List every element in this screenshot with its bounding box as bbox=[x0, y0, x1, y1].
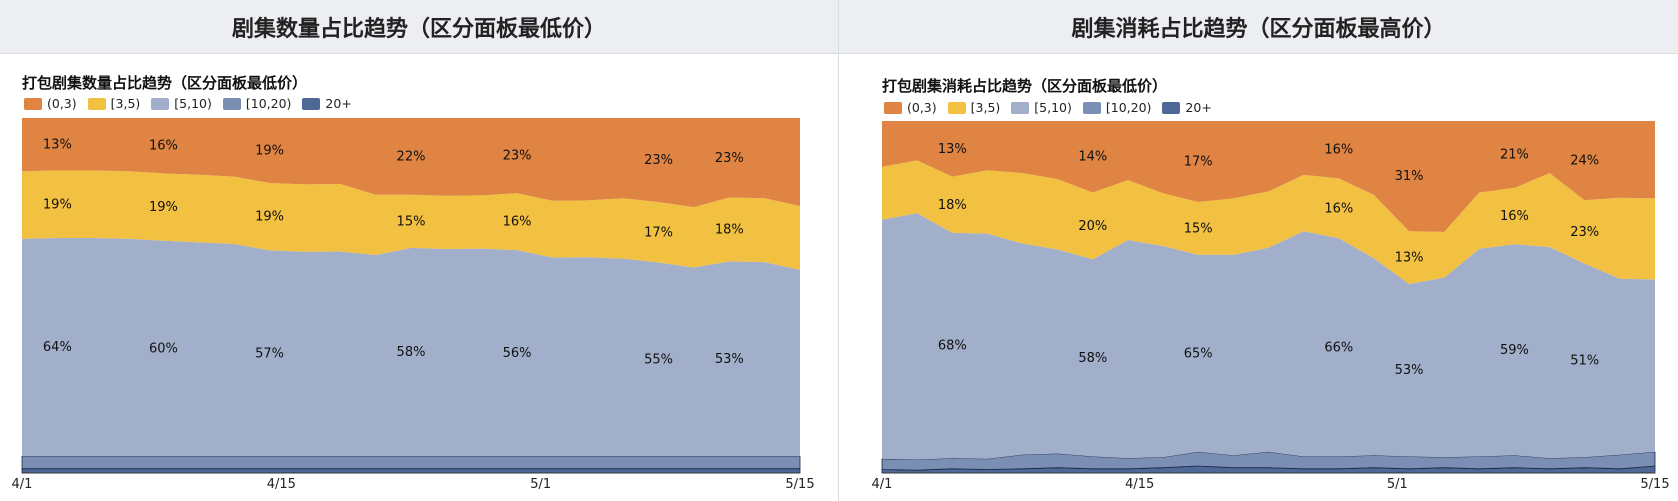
data-label: 13% bbox=[1395, 251, 1424, 266]
data-label: 20% bbox=[1078, 219, 1107, 234]
data-label: 68% bbox=[938, 339, 967, 354]
area-series[interactable] bbox=[22, 118, 800, 208]
data-label: 17% bbox=[644, 225, 673, 240]
data-label: 58% bbox=[397, 345, 426, 360]
data-label: 23% bbox=[715, 151, 744, 166]
legend-item[interactable]: (0,3) bbox=[24, 96, 77, 111]
legend-label: [3,5) bbox=[970, 100, 1001, 115]
legend-swatch bbox=[884, 101, 902, 114]
chart-title-spend: 打包剧集消耗占比趋势（区分面板最低价） bbox=[882, 77, 1168, 95]
legend-label: (0,3) bbox=[907, 100, 937, 115]
data-label: 16% bbox=[503, 215, 532, 230]
x-tick-label: 4/15 bbox=[1125, 477, 1154, 492]
data-label: 23% bbox=[644, 153, 673, 168]
x-tick-label: 4/1 bbox=[12, 477, 33, 492]
area-chart-0: 4/1 4/15 5/1 5/15 13% 16% 19% 22% 23% 23% 23% 19% 19… bbox=[12, 118, 815, 492]
data-label: 19% bbox=[43, 197, 72, 212]
area-series[interactable] bbox=[22, 238, 800, 457]
data-label: 65% bbox=[1184, 346, 1213, 361]
data-label: 24% bbox=[1570, 154, 1599, 169]
data-label: 51% bbox=[1570, 353, 1599, 368]
legend-item[interactable]: 20+ bbox=[302, 96, 352, 111]
x-tick-label: 4/15 bbox=[267, 477, 296, 492]
legend-item[interactable]: [10,20) bbox=[222, 96, 292, 111]
x-tick-label: 4/1 bbox=[872, 477, 893, 492]
data-label: 59% bbox=[1500, 343, 1529, 358]
legend-label: 20+ bbox=[1185, 100, 1212, 115]
chart-title-count: 打包剧集数量占比趋势（区分面板最低价） bbox=[22, 74, 308, 92]
legend-item[interactable]: [5,10) bbox=[1011, 100, 1072, 115]
panel-header-count: 剧集数量占比趋势（区分面板最低价） bbox=[0, 0, 838, 54]
legend-swatch bbox=[1162, 101, 1181, 114]
legend-label: 20+ bbox=[325, 96, 352, 111]
data-label: 16% bbox=[149, 139, 178, 154]
data-label: 16% bbox=[1324, 201, 1353, 216]
legend-item[interactable]: [3,5) bbox=[87, 96, 141, 111]
data-label: 13% bbox=[43, 137, 72, 152]
legend-label: (0,3) bbox=[47, 96, 77, 111]
x-tick-label: 5/1 bbox=[1387, 477, 1408, 492]
data-label: 19% bbox=[255, 143, 284, 158]
legend-swatch bbox=[222, 97, 241, 110]
panel-divider bbox=[838, 0, 839, 501]
legend-label: [3,5) bbox=[110, 96, 141, 111]
legend-label: [5,10) bbox=[1034, 100, 1072, 115]
legend-count: (0,3) [3,5) [5,10) [10,20) 20+ bbox=[24, 96, 363, 111]
legend-item[interactable]: [10,20) bbox=[1082, 100, 1152, 115]
x-tick-label: 5/1 bbox=[530, 477, 551, 492]
data-label: 19% bbox=[149, 200, 178, 215]
area-series[interactable] bbox=[882, 121, 1655, 232]
data-label: 23% bbox=[1570, 225, 1599, 240]
data-label: 21% bbox=[1500, 147, 1529, 162]
data-label: 55% bbox=[644, 352, 673, 367]
area-series[interactable] bbox=[21, 455, 801, 470]
data-label: 31% bbox=[1395, 169, 1424, 184]
data-label: 17% bbox=[1184, 154, 1213, 169]
data-label: 53% bbox=[715, 352, 744, 367]
legend-swatch bbox=[302, 97, 321, 110]
data-label: 64% bbox=[43, 340, 72, 355]
area-series[interactable] bbox=[21, 468, 801, 474]
data-label: 22% bbox=[397, 149, 426, 164]
legend-item[interactable]: [5,10) bbox=[151, 96, 212, 111]
legend-label: [5,10) bbox=[174, 96, 212, 111]
data-label: 23% bbox=[503, 149, 532, 164]
area-series[interactable] bbox=[882, 213, 1655, 460]
data-label: 66% bbox=[1324, 340, 1353, 355]
area-series[interactable] bbox=[882, 160, 1655, 284]
legend-item[interactable]: [3,5) bbox=[947, 100, 1001, 115]
data-label: 53% bbox=[1395, 363, 1424, 378]
data-label: 15% bbox=[397, 214, 426, 229]
legend-swatch bbox=[1082, 101, 1101, 114]
panel-header-spend: 剧集消耗占比趋势（区分面板最高价） bbox=[839, 0, 1678, 54]
data-label: 58% bbox=[1078, 351, 1107, 366]
area-series[interactable] bbox=[22, 170, 800, 270]
x-tick-label: 5/15 bbox=[1640, 477, 1669, 492]
legend-swatch bbox=[151, 97, 170, 110]
data-label: 13% bbox=[938, 142, 967, 157]
legend-swatch bbox=[947, 101, 966, 114]
data-label: 14% bbox=[1078, 150, 1107, 165]
legend-item[interactable]: (0,3) bbox=[884, 100, 937, 115]
data-label: 57% bbox=[255, 346, 284, 361]
data-label: 56% bbox=[503, 346, 532, 361]
data-label: 16% bbox=[1324, 143, 1353, 158]
legend-swatch bbox=[1011, 101, 1030, 114]
data-label: 19% bbox=[255, 210, 284, 225]
legend-label: [10,20) bbox=[1105, 100, 1152, 115]
data-label: 18% bbox=[938, 198, 967, 213]
legend-swatch bbox=[87, 97, 106, 110]
legend-swatch bbox=[24, 97, 42, 110]
data-label: 16% bbox=[1500, 209, 1529, 224]
data-label: 60% bbox=[149, 342, 178, 357]
data-label: 15% bbox=[1184, 221, 1213, 236]
legend-item[interactable]: 20+ bbox=[1162, 100, 1212, 115]
data-label: 18% bbox=[715, 222, 744, 237]
legend-label: [10,20) bbox=[245, 96, 292, 111]
x-tick-label: 5/15 bbox=[785, 477, 814, 492]
area-chart-1: 4/1 4/15 5/1 5/15 13% 14% 17% 16% 31% 21% 24% 18% 20… bbox=[872, 121, 1670, 492]
legend-spend: (0,3) [3,5) [5,10) [10,20) 20+ bbox=[884, 100, 1223, 115]
